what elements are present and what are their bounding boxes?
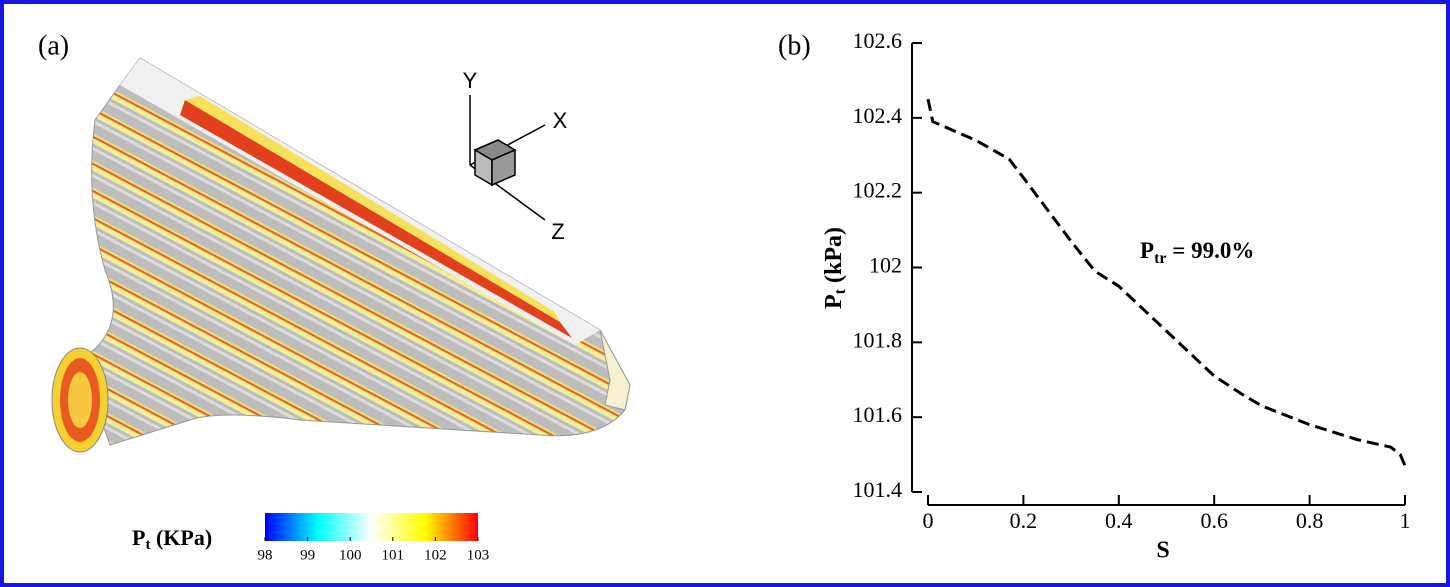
colorbar-tick-label: 102 xyxy=(424,547,447,563)
y-axis-label: Pt (kPa) xyxy=(821,227,849,309)
label-part: P xyxy=(1140,238,1154,263)
x-tick-label: 0.6 xyxy=(1200,508,1228,533)
colorbar-label: Pt (KPa) xyxy=(132,525,212,553)
panel-label: (a) xyxy=(38,30,69,61)
colorbar-tick-label: 98 xyxy=(258,547,273,563)
x-tick-label: 0 xyxy=(923,508,934,533)
colorbar xyxy=(265,513,478,541)
panel-label: (b) xyxy=(778,30,811,61)
x-tick-label: 1 xyxy=(1400,508,1411,533)
colorbar-tick-label: 101 xyxy=(382,547,405,563)
label-part: P xyxy=(821,294,847,309)
label-part: (kPa) xyxy=(821,227,847,289)
y-tick-label: 101.8 xyxy=(853,327,903,352)
triad-label: Y xyxy=(463,68,478,93)
x-tick-label: 0.4 xyxy=(1105,508,1133,533)
y-tick-label: 102 xyxy=(869,253,902,278)
colorbar-tick-label: 103 xyxy=(467,547,490,563)
label-part: P xyxy=(132,525,145,550)
y-tick-label: 102.4 xyxy=(853,103,903,128)
label-part: (KPa) xyxy=(150,525,212,550)
triad-label: Z xyxy=(551,219,564,244)
y-tick-label: 101.4 xyxy=(853,477,903,502)
y-tick-label: 101.6 xyxy=(853,402,903,427)
figure: Y X Z (a) (b) Pt (KPa) S Pt (kPa) Ptr = … xyxy=(0,0,1450,587)
x-axis-label: S xyxy=(1156,538,1169,564)
y-tick-label: 102.6 xyxy=(853,28,903,53)
triad-label: X xyxy=(553,108,568,133)
x-tick-label: 0.2 xyxy=(1010,508,1038,533)
colorbar-tick-label: 99 xyxy=(300,547,315,563)
x-tick-label: 0.8 xyxy=(1296,508,1324,533)
label-part: tr xyxy=(1154,250,1166,267)
label-part: = 99.0% xyxy=(1167,238,1255,263)
y-tick-label: 102.2 xyxy=(853,178,903,203)
colorbar-tick-label: 100 xyxy=(339,547,362,563)
